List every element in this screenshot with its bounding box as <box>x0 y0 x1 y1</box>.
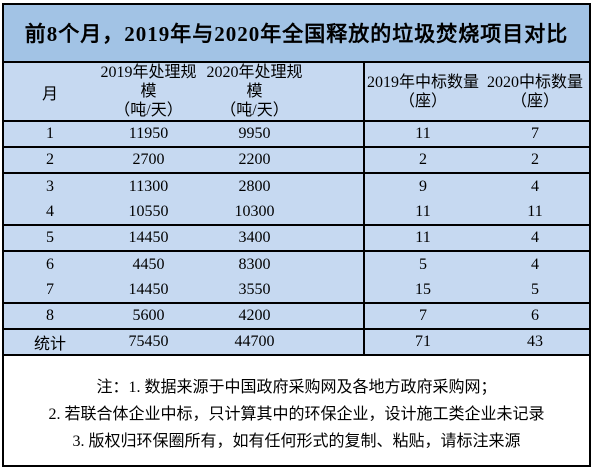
figure-title: 前8个月，2019年与2020年全国释放的垃圾焚烧项目对比 <box>4 5 589 63</box>
cell-wins-2019: 11 <box>363 225 481 252</box>
col-header-month: 月 <box>4 63 96 122</box>
cell-scale-2020: 9950 <box>201 121 364 148</box>
cell-month: 2 <box>4 147 96 174</box>
comparison-table: 月 2019年处理规模 （吨/天） 2020年处理规模 （吨/天） 2019年中… <box>4 63 589 356</box>
cell-month: 5 <box>4 225 96 252</box>
table-row: 6 4450 8300 5 4 <box>4 251 589 277</box>
note-line: 2. 若联合体企业中标，只计算其中的环保企业，设计施工类企业未记录 <box>48 406 545 423</box>
cell-wins-2019: 15 <box>363 277 481 304</box>
figure-frame: 前8个月，2019年与2020年全国释放的垃圾焚烧项目对比 月 2019年处理规… <box>2 3 591 467</box>
cell-total-scale-2019: 75450 <box>96 329 201 356</box>
cell-wins-2020: 4 <box>481 225 589 252</box>
cell-wins-2020: 4 <box>531 255 539 273</box>
cell-wins-2020: 7 <box>481 121 589 148</box>
footnotes: 注：1. 数据来源于中国政府采购网及各地方政府采购网； 2. 若联合体企业中标，… <box>4 356 589 455</box>
table-row: 5 14450 3400 11 4 <box>4 225 589 252</box>
cell-scale-2019: 10550 <box>96 199 201 226</box>
cell-wins-2020: 2 <box>481 147 589 174</box>
cell-total-scale-2020: 44700 <box>201 329 364 356</box>
cell-scale-2020: 3550 <box>201 277 364 304</box>
cell-scale-2020: 3400 <box>201 225 364 252</box>
cell-wins-2019: 11 <box>363 121 481 148</box>
cell-scale-2019: 5600 <box>96 303 201 330</box>
cell-wins-2019: 9 <box>363 173 481 199</box>
cell-wins-2019: 2 <box>363 147 481 174</box>
cell-scale-2020: 10300 <box>201 199 364 226</box>
table-row: 1 11950 9950 11 7 <box>4 121 589 148</box>
cell-month: 4 <box>4 199 96 226</box>
cell-scale-2019: 11300 <box>128 177 169 195</box>
table-row: 8 5600 4200 7 6 <box>4 303 589 330</box>
header-row: 月 2019年处理规模 （吨/天） 2020年处理规模 （吨/天） 2019年中… <box>4 63 589 122</box>
cell-scale-2019: 4450 <box>132 255 165 273</box>
cell-wins-2020: 11 <box>481 199 589 226</box>
cell-month: 7 <box>4 277 96 304</box>
cell-wins-2019: 7 <box>363 303 481 330</box>
cell-scale-2020: 8300 <box>238 255 271 273</box>
cell-scale-2019: 11950 <box>96 121 201 148</box>
note-line: 注：1. 数据来源于中国政府采购网及各地方政府采购网； <box>96 379 497 396</box>
total-row: 统计 75450 44700 71 43 <box>4 329 589 356</box>
cell-scale-2020: 2800 <box>238 177 271 195</box>
cell-wins-2019: 5 <box>363 251 481 277</box>
cell-wins-2019: 11 <box>363 199 481 226</box>
cell-month: 6 <box>46 255 54 273</box>
col-header-wins-2020: 2020中标数量 （座） <box>481 63 589 122</box>
cell-wins-2020: 4 <box>531 177 539 195</box>
note-line: 3. 版权归环保圈所有，如有任何形式的复制、粘贴，请标注来源 <box>72 433 521 450</box>
cell-month: 1 <box>4 121 96 148</box>
cell-scale-2019: 2700 <box>96 147 201 174</box>
table-row: 7 14450 3550 15 5 <box>4 277 589 304</box>
cell-month: 8 <box>4 303 96 330</box>
cell-total-label: 统计 <box>4 329 96 356</box>
col-header-scale-2019: 2019年处理规模 （吨/天） <box>96 63 201 122</box>
table-row: 3 11300 2800 9 4 <box>4 173 589 199</box>
cell-total-wins-2019: 71 <box>363 329 481 356</box>
cell-wins-2020: 6 <box>481 303 589 330</box>
table-row: 2 2700 2200 2 2 <box>4 147 589 174</box>
cell-scale-2020: 2200 <box>201 147 364 174</box>
cell-scale-2020: 4200 <box>201 303 364 330</box>
cell-month: 3 <box>46 177 54 195</box>
col-header-wins-2019: 2019年中标数量 （座） <box>363 63 481 122</box>
col-header-scale-2020: 2020年处理规模 （吨/天） <box>201 63 364 122</box>
cell-scale-2019: 14450 <box>96 225 201 252</box>
table-row: 4 10550 10300 11 11 <box>4 199 589 226</box>
cell-scale-2019: 14450 <box>96 277 201 304</box>
cell-total-wins-2020: 43 <box>481 329 589 356</box>
cell-wins-2020: 5 <box>481 277 589 304</box>
